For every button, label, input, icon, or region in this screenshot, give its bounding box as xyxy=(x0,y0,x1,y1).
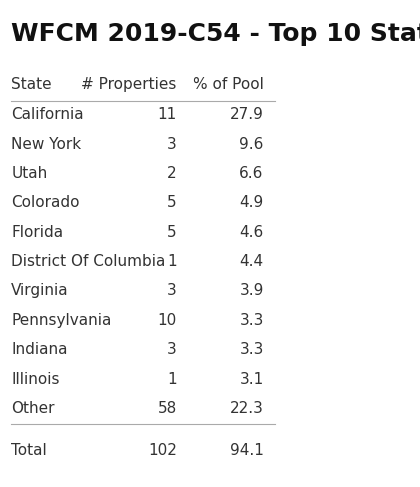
Text: Illinois: Illinois xyxy=(11,372,60,387)
Text: 4.9: 4.9 xyxy=(239,195,264,210)
Text: 3: 3 xyxy=(167,137,177,151)
Text: 1: 1 xyxy=(167,254,177,269)
Text: 58: 58 xyxy=(158,401,177,416)
Text: 1: 1 xyxy=(167,372,177,387)
Text: 27.9: 27.9 xyxy=(230,107,264,122)
Text: 22.3: 22.3 xyxy=(230,401,264,416)
Text: 3: 3 xyxy=(167,342,177,357)
Text: Colorado: Colorado xyxy=(11,195,80,210)
Text: Virginia: Virginia xyxy=(11,283,69,299)
Text: 5: 5 xyxy=(167,225,177,240)
Text: Utah: Utah xyxy=(11,166,47,181)
Text: District Of Columbia: District Of Columbia xyxy=(11,254,165,269)
Text: # Properties: # Properties xyxy=(81,77,177,93)
Text: 5: 5 xyxy=(167,195,177,210)
Text: 3: 3 xyxy=(167,283,177,299)
Text: 4.4: 4.4 xyxy=(239,254,264,269)
Text: 3.1: 3.1 xyxy=(239,372,264,387)
Text: Other: Other xyxy=(11,401,55,416)
Text: 2: 2 xyxy=(167,166,177,181)
Text: Pennsylvania: Pennsylvania xyxy=(11,313,112,328)
Text: 3.3: 3.3 xyxy=(239,313,264,328)
Text: WFCM 2019-C54 - Top 10 States: WFCM 2019-C54 - Top 10 States xyxy=(11,22,420,46)
Text: 3.3: 3.3 xyxy=(239,342,264,357)
Text: California: California xyxy=(11,107,84,122)
Text: 102: 102 xyxy=(148,443,177,458)
Text: % of Pool: % of Pool xyxy=(193,77,264,93)
Text: Indiana: Indiana xyxy=(11,342,68,357)
Text: 9.6: 9.6 xyxy=(239,137,264,151)
Text: Florida: Florida xyxy=(11,225,63,240)
Text: 4.6: 4.6 xyxy=(239,225,264,240)
Text: State: State xyxy=(11,77,52,93)
Text: Total: Total xyxy=(11,443,47,458)
Text: 10: 10 xyxy=(158,313,177,328)
Text: 94.1: 94.1 xyxy=(230,443,264,458)
Text: 6.6: 6.6 xyxy=(239,166,264,181)
Text: New York: New York xyxy=(11,137,81,151)
Text: 11: 11 xyxy=(158,107,177,122)
Text: 3.9: 3.9 xyxy=(239,283,264,299)
